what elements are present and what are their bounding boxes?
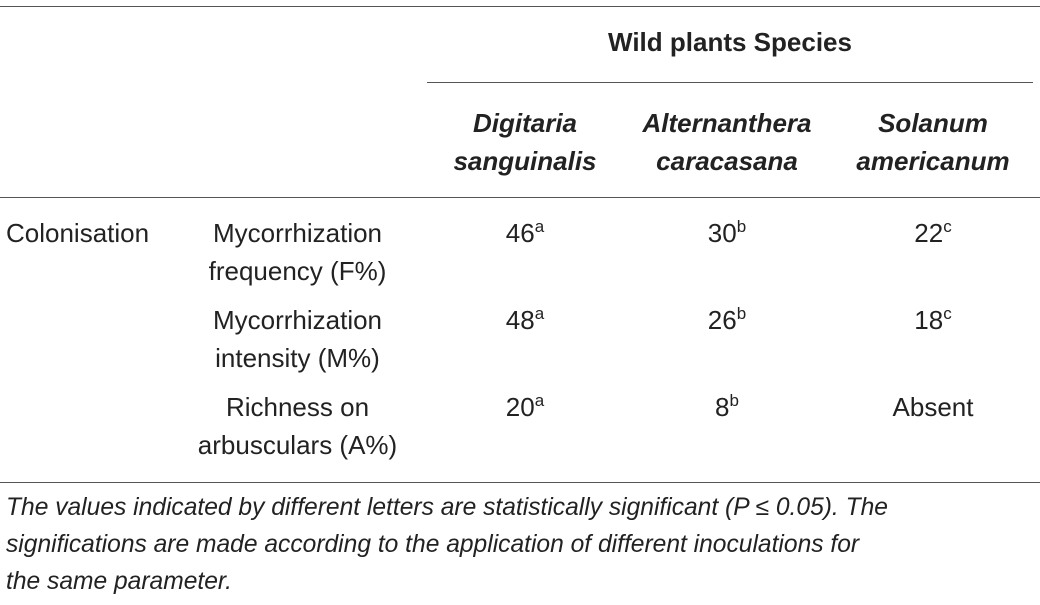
value: 22 bbox=[914, 218, 944, 248]
row-1-alternanthera-value: 30b bbox=[625, 214, 829, 252]
species-header-line2: caracasana bbox=[656, 146, 798, 176]
value: 26 bbox=[707, 305, 737, 335]
species-header-line1: Solanum bbox=[878, 108, 988, 138]
row-2-digitaria-value: 48a bbox=[425, 301, 625, 339]
row-2-solanum-value: 18c bbox=[831, 301, 1035, 339]
parameter-line1: Mycorrhization bbox=[212, 305, 383, 335]
value: 20 bbox=[505, 392, 535, 422]
table-bottom-rule bbox=[0, 482, 1040, 483]
group-header-rule bbox=[427, 82, 1033, 83]
species-header-alternanthera: Alternanthera caracasana bbox=[625, 104, 829, 180]
significance-letter: a bbox=[534, 304, 545, 323]
row-3-parameter: Richness on arbusculars (A%) bbox=[176, 388, 419, 464]
footnote-line-3: the same parameter. bbox=[6, 568, 233, 595]
row-3-alternanthera-value: 8b bbox=[625, 388, 829, 426]
significance-letter: b bbox=[736, 217, 747, 236]
value: 8 bbox=[715, 392, 730, 422]
species-header-digitaria: Digitaria sanguinalis bbox=[425, 104, 625, 180]
table-footnote: The values indicated by different letter… bbox=[6, 489, 1036, 600]
parameter-line1: Mycorrhization bbox=[212, 218, 383, 248]
value: 46 bbox=[505, 218, 535, 248]
parameter-line2: frequency (F%) bbox=[208, 256, 387, 286]
significance-letter: b bbox=[729, 391, 739, 410]
row-1-parameter: Mycorrhization frequency (F%) bbox=[176, 214, 419, 290]
value: 18 bbox=[914, 305, 944, 335]
species-header-solanum: Solanum americanum bbox=[831, 104, 1035, 180]
table-top-rule bbox=[0, 6, 1040, 7]
significance-letter: c bbox=[943, 304, 952, 323]
value: 30 bbox=[707, 218, 737, 248]
row-3-solanum-value: Absent bbox=[831, 388, 1035, 426]
row-3-digitaria-value: 20a bbox=[425, 388, 625, 426]
footnote-line-1: The values indicated by different letter… bbox=[6, 494, 888, 521]
significance-letter: a bbox=[534, 217, 545, 236]
parameter-line2: arbusculars (A%) bbox=[197, 430, 398, 460]
row-2-alternanthera-value: 26b bbox=[625, 301, 829, 339]
species-header-line2: sanguinalis bbox=[453, 146, 597, 176]
row-1-solanum-value: 22c bbox=[831, 214, 1035, 252]
parameter-line1: Richness on bbox=[225, 392, 370, 422]
row-2-parameter: Mycorrhization intensity (M%) bbox=[176, 301, 419, 377]
row-group-label: Colonisation bbox=[6, 218, 150, 248]
value: 48 bbox=[505, 305, 535, 335]
species-header-line1: Digitaria bbox=[472, 108, 578, 138]
species-header-line2: americanum bbox=[856, 146, 1010, 176]
value: Absent bbox=[892, 392, 974, 422]
significance-letter: a bbox=[534, 391, 545, 410]
group-header: Wild plants Species bbox=[608, 27, 852, 57]
significance-letter: c bbox=[943, 217, 952, 236]
row-1-digitaria-value: 46a bbox=[425, 214, 625, 252]
header-bottom-rule bbox=[0, 197, 1040, 198]
significance-letter: b bbox=[736, 304, 747, 323]
parameter-line2: intensity (M%) bbox=[215, 343, 380, 373]
species-header-line1: Alternanthera bbox=[642, 108, 812, 138]
footnote-line-2: significations are made according to the… bbox=[6, 531, 860, 558]
